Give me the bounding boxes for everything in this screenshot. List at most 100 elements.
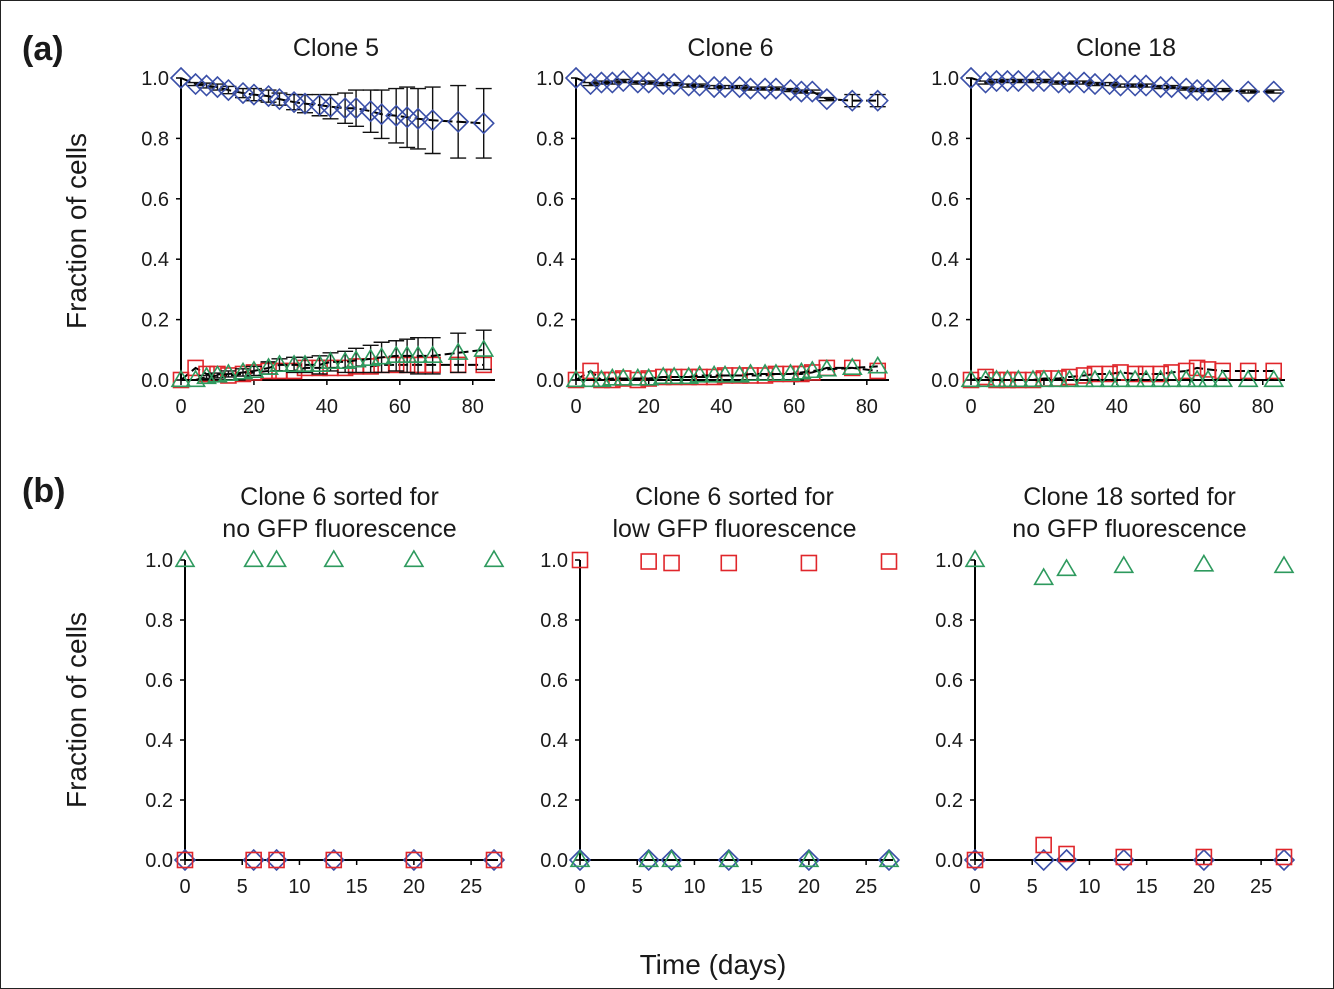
y-tick-label: 0.8 <box>141 128 169 150</box>
x-tick-label: 20 <box>638 396 660 418</box>
diamond-point <box>797 848 821 872</box>
triangle-point <box>689 364 710 383</box>
diamond-point <box>841 89 864 112</box>
square-point <box>880 553 898 570</box>
triangle-point <box>1022 369 1044 388</box>
diamond-point <box>637 848 660 872</box>
x-tick-label: 5 <box>237 876 248 898</box>
triangle-point <box>663 366 685 385</box>
x-tick-label: 40 <box>316 396 338 418</box>
x-tick-label: 15 <box>1136 876 1158 898</box>
diamond-point <box>1058 71 1081 94</box>
y-tick-label: 0.0 <box>145 850 173 872</box>
triangle-point <box>801 360 823 379</box>
diamond-point <box>637 71 660 94</box>
triangle-point <box>266 549 287 568</box>
x-tick-label: 5 <box>1027 876 1038 898</box>
square-point <box>720 554 738 572</box>
triangle-point <box>232 361 254 380</box>
triangle-point <box>473 339 495 357</box>
y-tick-label: 0.0 <box>931 370 959 392</box>
triangle-point <box>1033 567 1055 586</box>
x-tick-label: 0 <box>969 876 980 898</box>
triangle-mean-line <box>576 365 878 381</box>
x-tick-label: 0 <box>179 876 190 898</box>
triangle-point <box>447 342 469 360</box>
x-tick-label: 80 <box>856 396 878 418</box>
triangle-point <box>283 354 305 373</box>
triangle-point <box>1073 369 1095 388</box>
triangle-point <box>798 849 820 868</box>
diamond-point <box>265 848 288 872</box>
triangle-point <box>703 364 725 383</box>
diamond-point <box>1196 78 1220 102</box>
square-point <box>571 551 589 569</box>
y-tick-label: 0.6 <box>536 189 564 211</box>
triangle-point <box>360 348 382 366</box>
y-tick-label: 1.0 <box>935 550 963 572</box>
x-tick-label: 0 <box>965 396 976 418</box>
x-tick-label: 20 <box>1033 396 1055 418</box>
triangle-series <box>964 549 1295 586</box>
triangle-point <box>678 366 700 385</box>
y-tick-label: 0.6 <box>540 670 568 692</box>
diamond-point <box>652 72 675 96</box>
y-tick-label: 0.8 <box>540 610 568 632</box>
triangle-point <box>1175 369 1197 388</box>
triangle-point <box>269 354 290 373</box>
diamond-point <box>877 848 901 872</box>
y-axis-label-top: Fraction of cells <box>61 133 92 329</box>
x-tick-label: 25 <box>1250 876 1272 898</box>
triangle-point <box>1237 369 1259 388</box>
triangle-point <box>396 345 418 363</box>
y-tick-label: 0.6 <box>145 670 173 692</box>
chart-title-line: Clone 18 sorted for <box>1023 483 1236 511</box>
triangle-point <box>1263 369 1285 388</box>
square-point <box>663 554 680 572</box>
square-point <box>1115 848 1133 866</box>
diamond-series <box>169 66 495 159</box>
triangle-point <box>334 351 356 369</box>
square-point <box>1152 365 1169 383</box>
diamond-series <box>173 848 506 872</box>
triangle-point <box>1135 369 1157 388</box>
y-tick-label: 0.6 <box>935 670 963 692</box>
y-tick-label: 1.0 <box>141 68 169 90</box>
x-tick-label: 25 <box>460 876 482 898</box>
diamond-series <box>564 66 889 112</box>
diamond-point <box>963 848 987 872</box>
diamond-point <box>612 69 635 93</box>
triangle-point <box>627 367 649 386</box>
x-tick-label: 60 <box>783 396 805 418</box>
square-point <box>1058 845 1075 863</box>
chart-panel-5: 0.0 0.2 0.4 0.6 0.8 1.0 0 5 10 15 20 25 Clone 6 sort… <box>540 483 901 898</box>
chart-title-line: no GFP fluorescence <box>1012 515 1246 543</box>
diamond-point <box>568 848 592 872</box>
triangle-point <box>1124 369 1146 388</box>
triangle-point <box>1273 555 1295 574</box>
triangle-point <box>1008 369 1029 388</box>
y-tick-label: 0.4 <box>536 249 564 271</box>
y-tick-label: 0.2 <box>141 310 169 332</box>
x-tick-label: 10 <box>1078 876 1100 898</box>
y-tick-label: 1.0 <box>536 68 564 90</box>
triangle-point <box>975 369 996 388</box>
diamond-point <box>482 848 506 872</box>
triangle-point <box>1059 369 1080 388</box>
x-tick-label: 15 <box>741 876 763 898</box>
chart-panel-3: 0.0 0.2 0.4 0.6 0.8 1.0 0 20 40 60 80 Clone 18 <box>931 34 1285 418</box>
diamond-point <box>1123 74 1147 97</box>
diamond-point <box>173 848 197 872</box>
square-point <box>1265 362 1283 380</box>
triangle-point <box>1110 369 1131 388</box>
triangle-point <box>729 364 750 383</box>
diamond-series <box>959 66 1285 103</box>
square-series <box>176 851 503 869</box>
square-point <box>485 851 503 869</box>
x-tick-label: 0 <box>574 876 585 898</box>
triangle-point <box>170 369 192 388</box>
square-point <box>1239 362 1257 380</box>
y-tick-label: 0.8 <box>935 610 963 632</box>
